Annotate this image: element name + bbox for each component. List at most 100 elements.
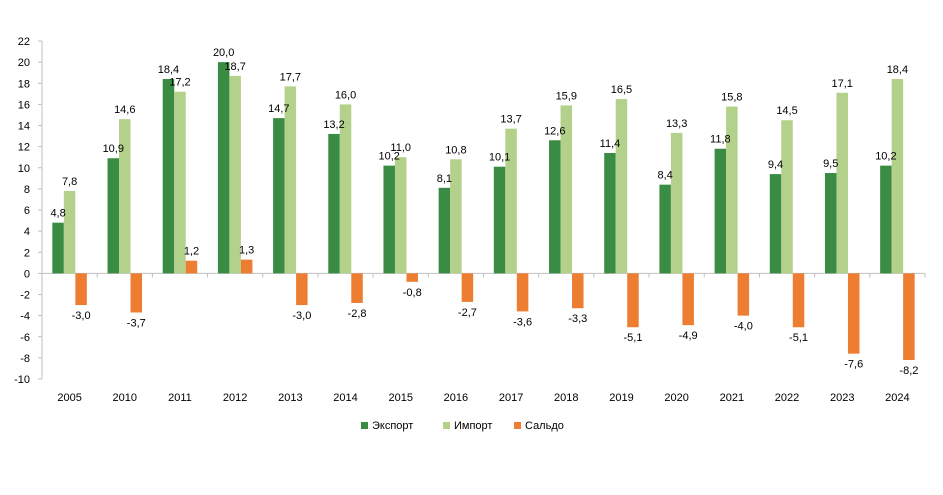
bar-Сальдо-2014: [351, 273, 363, 303]
bar-Импорт-2015: [394, 157, 407, 274]
bar-Экспорт-2017: [493, 166, 506, 274]
bar-Сальдо-2024: [903, 273, 915, 360]
bar-Сальдо-2023: [847, 273, 860, 354]
data-label: 20,0: [213, 47, 234, 59]
y-tick-label: -6: [20, 332, 30, 344]
x-tick-label: 2023: [830, 392, 854, 404]
bar-Экспорт-2016: [438, 187, 451, 274]
bar-Импорт-2017: [505, 128, 517, 274]
data-label: 11,0: [390, 142, 411, 154]
legend-label: Импорт: [454, 420, 492, 432]
data-label: 10,1: [489, 152, 510, 164]
bar-Экспорт-2012: [217, 62, 230, 274]
bar-Сальдо-2010: [130, 273, 143, 313]
y-tick-label: 12: [18, 142, 30, 154]
bar-Экспорт-2018: [549, 140, 561, 274]
data-label: 16,0: [335, 89, 356, 101]
data-label: 13,3: [666, 118, 687, 130]
x-tick-label: 2021: [720, 392, 744, 404]
data-label: 11,8: [710, 134, 731, 146]
y-tick-label: 6: [24, 205, 30, 217]
data-label: -3,0: [292, 310, 311, 322]
bar-Импорт-2016: [450, 159, 462, 274]
legend: Экспорт Импорт Сальдо: [361, 420, 564, 432]
bar-Экспорт-2021: [714, 148, 727, 274]
data-label: 9,5: [823, 158, 838, 170]
data-label: 8,4: [658, 170, 673, 182]
y-tick-label: 14: [18, 121, 30, 133]
data-label: -5,1: [789, 332, 808, 344]
data-label: 13,2: [323, 119, 344, 131]
x-tick-label: 2013: [278, 392, 302, 404]
data-label: 17,2: [169, 77, 190, 89]
bar-Импорт-2014: [339, 104, 352, 274]
bar-Сальдо-2018: [572, 273, 584, 309]
y-tick-label: 22: [18, 36, 30, 48]
bar-Экспорт-2011: [162, 79, 175, 274]
data-label: -2,7: [458, 307, 477, 319]
bar-Экспорт-2005: [52, 222, 64, 274]
legend-swatch-Экспорт: [361, 422, 368, 429]
data-label: 7,8: [62, 176, 77, 188]
legend-swatch-Сальдо: [514, 422, 521, 429]
data-label: -2,8: [348, 308, 367, 320]
bar-Сальдо-2021: [737, 273, 750, 316]
x-tick-label: 2014: [333, 392, 357, 404]
data-label: 9,4: [768, 159, 783, 171]
data-label: -3,7: [127, 317, 146, 329]
bar-Импорт-2022: [781, 120, 793, 274]
data-label: 14,6: [114, 104, 135, 116]
y-tick-label: 2: [24, 247, 30, 259]
data-label: 15,8: [721, 91, 742, 103]
bar-Импорт-2023: [836, 92, 848, 274]
data-label: -5,1: [623, 332, 642, 344]
x-tick-label: 2020: [664, 392, 688, 404]
data-label: 10,2: [379, 151, 400, 163]
bar-Сальдо-2017: [516, 273, 529, 312]
data-label: 8,1: [437, 173, 452, 185]
bar-Импорт-2019: [615, 99, 628, 274]
bar-Экспорт-2020: [659, 184, 671, 274]
bar-Сальдо-2011: [185, 260, 198, 274]
data-labels: 4,87,8-3,010,914,6-3,718,417,21,220,018,…: [50, 47, 918, 377]
bar-Экспорт-2024: [880, 165, 892, 274]
bar-Импорт-2020: [670, 132, 683, 274]
y-tick-label: -2: [20, 290, 30, 302]
bar-Экспорт-2019: [604, 152, 616, 274]
bar-Экспорт-2022: [769, 174, 782, 274]
data-label: -4,9: [679, 330, 698, 342]
bar-Сальдо-2019: [627, 273, 639, 328]
legend-swatch-Импорт: [443, 422, 450, 429]
x-tick-label: 2012: [223, 392, 247, 404]
y-tick-label: -4: [20, 311, 30, 323]
bar-Импорт-2005: [63, 190, 76, 274]
data-label: 10,8: [445, 144, 466, 156]
y-tick-label: 16: [18, 99, 30, 111]
data-label: 17,7: [280, 71, 301, 83]
x-tick-label: 2015: [388, 392, 412, 404]
bar-Экспорт-2013: [273, 118, 285, 274]
bar-Сальдо-2016: [461, 273, 474, 302]
x-tick-label: 2022: [775, 392, 799, 404]
y-tick-label: 18: [18, 78, 30, 90]
data-label: 1,3: [239, 245, 254, 257]
data-label: 13,7: [500, 114, 521, 126]
data-label: 12,6: [544, 125, 565, 137]
data-label: 17,1: [832, 78, 853, 90]
data-label: 18,4: [158, 64, 179, 76]
bar-Экспорт-2014: [328, 133, 340, 274]
y-tick-label: 0: [24, 268, 30, 280]
bar-Сальдо-2005: [75, 273, 87, 306]
x-tick-label: 2005: [57, 392, 81, 404]
bar-Сальдо-2013: [296, 273, 308, 306]
bar-Импорт-2013: [284, 86, 297, 274]
bar-Сальдо-2022: [792, 273, 805, 328]
legend-label: Экспорт: [372, 420, 413, 432]
bar-Импорт-2012: [229, 75, 241, 274]
bar-Импорт-2024: [891, 79, 904, 274]
y-tick-label: -8: [20, 353, 30, 365]
bar-Сальдо-2015: [406, 273, 418, 282]
bar-Импорт-2018: [560, 105, 573, 274]
